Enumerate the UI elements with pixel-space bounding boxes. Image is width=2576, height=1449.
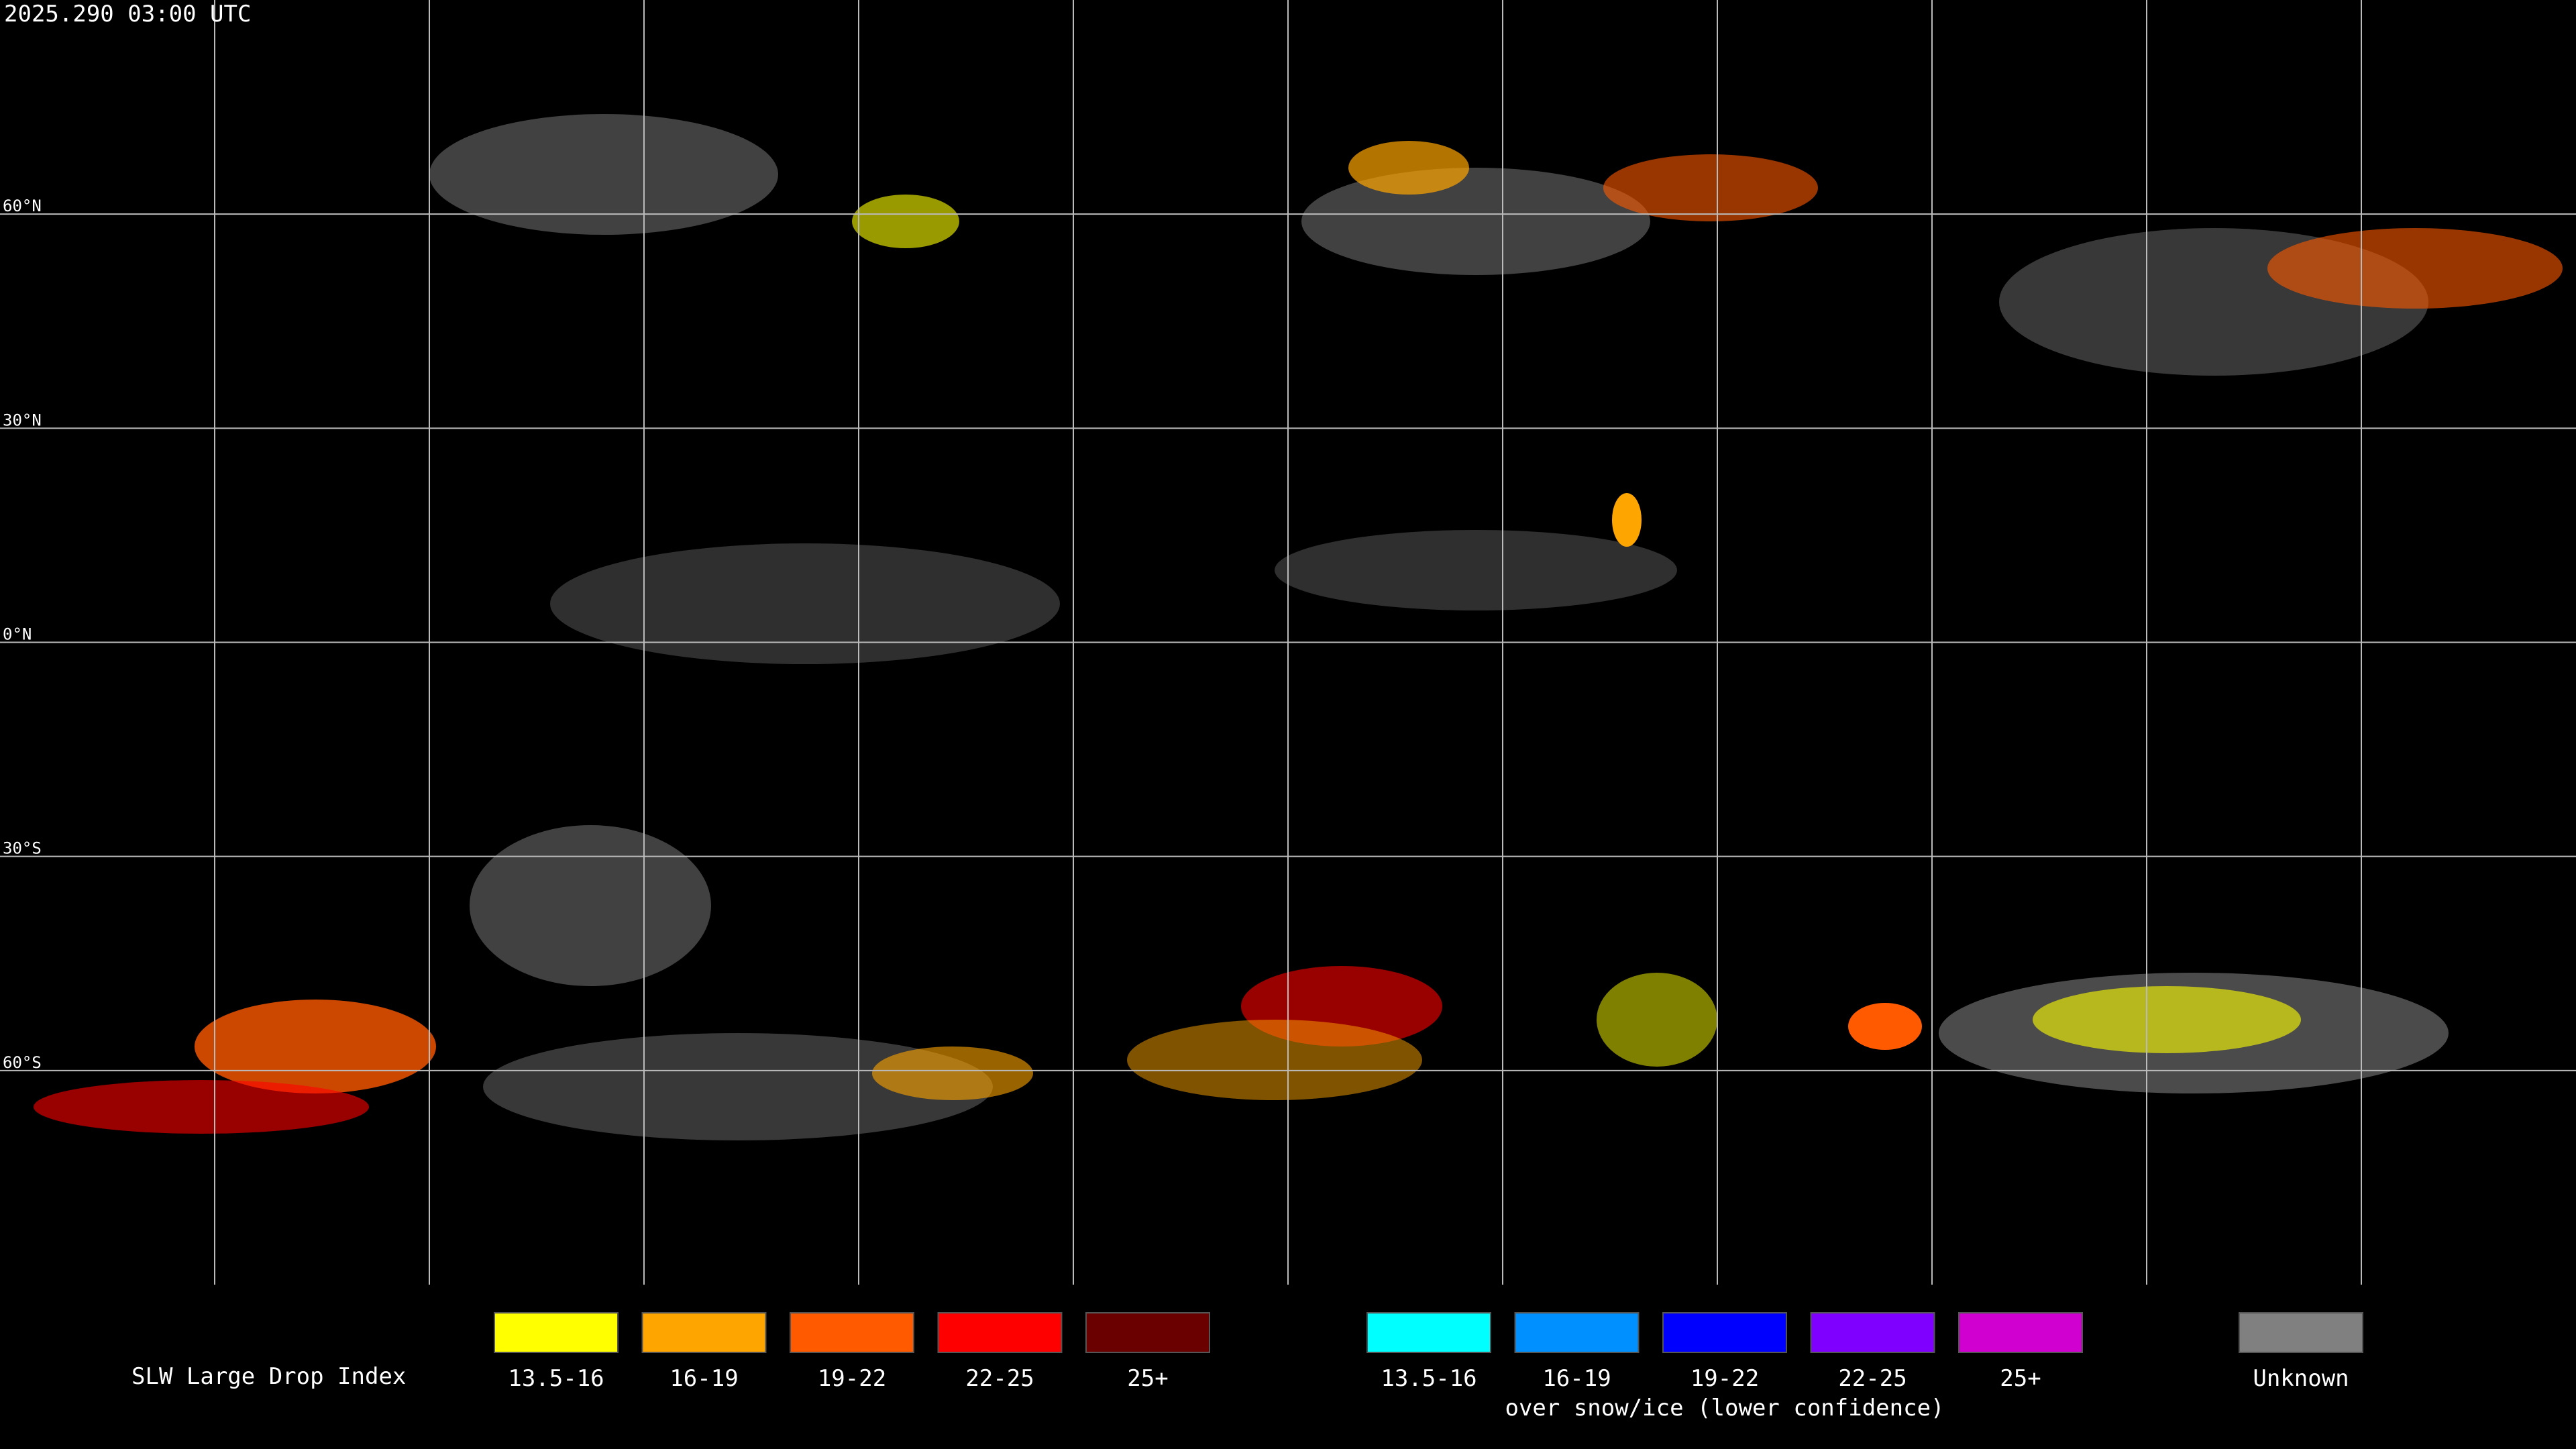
legend-item-label: 22-25: [1838, 1365, 1907, 1392]
timestamp: 2025.290 03:00 UTC: [4, 1, 251, 28]
map: 60°N 30°N 0°N 30°S 60°S: [0, 0, 2576, 1285]
legend-swatch: [790, 1312, 914, 1353]
legend-swatch: [641, 1312, 767, 1353]
lat-label: 30°S: [3, 839, 42, 858]
legend-swatch: [937, 1312, 1063, 1353]
legend-item-label: 19-22: [818, 1365, 886, 1392]
legend-swatch: [1958, 1312, 2083, 1353]
legend-swatch: [1662, 1312, 1787, 1353]
legend-item-label: 13.5-16: [508, 1365, 604, 1392]
legend-subtitle: over snow/ice (lower confidence): [1505, 1395, 1944, 1421]
lat-label: 60°N: [3, 197, 42, 215]
legend-item-label: 25+: [1127, 1365, 1168, 1392]
legend-swatch: [1085, 1312, 1210, 1353]
legend-item-label: Unknown: [2253, 1365, 2349, 1392]
legend-swatch: [1366, 1312, 1491, 1353]
lat-label: 30°N: [3, 411, 42, 429]
lat-label: 60°S: [3, 1053, 42, 1072]
graticule: 60°N 30°N 0°N 30°S 60°S: [0, 0, 2576, 1285]
legend-item-label: 25+: [2000, 1365, 2041, 1392]
legend-item-label: 13.5-16: [1381, 1365, 1477, 1392]
legend-panel: [0, 1285, 2576, 1449]
lat-label: 0°N: [3, 625, 32, 644]
legend-item-label: 22-25: [965, 1365, 1034, 1392]
legend-swatch: [1810, 1312, 1935, 1353]
legend-item-label: 19-22: [1690, 1365, 1759, 1392]
legend-item-label: 16-19: [669, 1365, 738, 1392]
legend: 13.5-16 16-19 19-22 22-25 25+ 13.5-16 16-19 19-…: [494, 1312, 2363, 1421]
legend-item-label: 16-19: [1542, 1365, 1611, 1392]
legend-swatch: [1514, 1312, 1640, 1353]
legend-swatch: [2239, 1312, 2363, 1353]
legend-swatch: [494, 1312, 619, 1353]
legend-label: SLW Large Drop Index: [131, 1363, 406, 1390]
